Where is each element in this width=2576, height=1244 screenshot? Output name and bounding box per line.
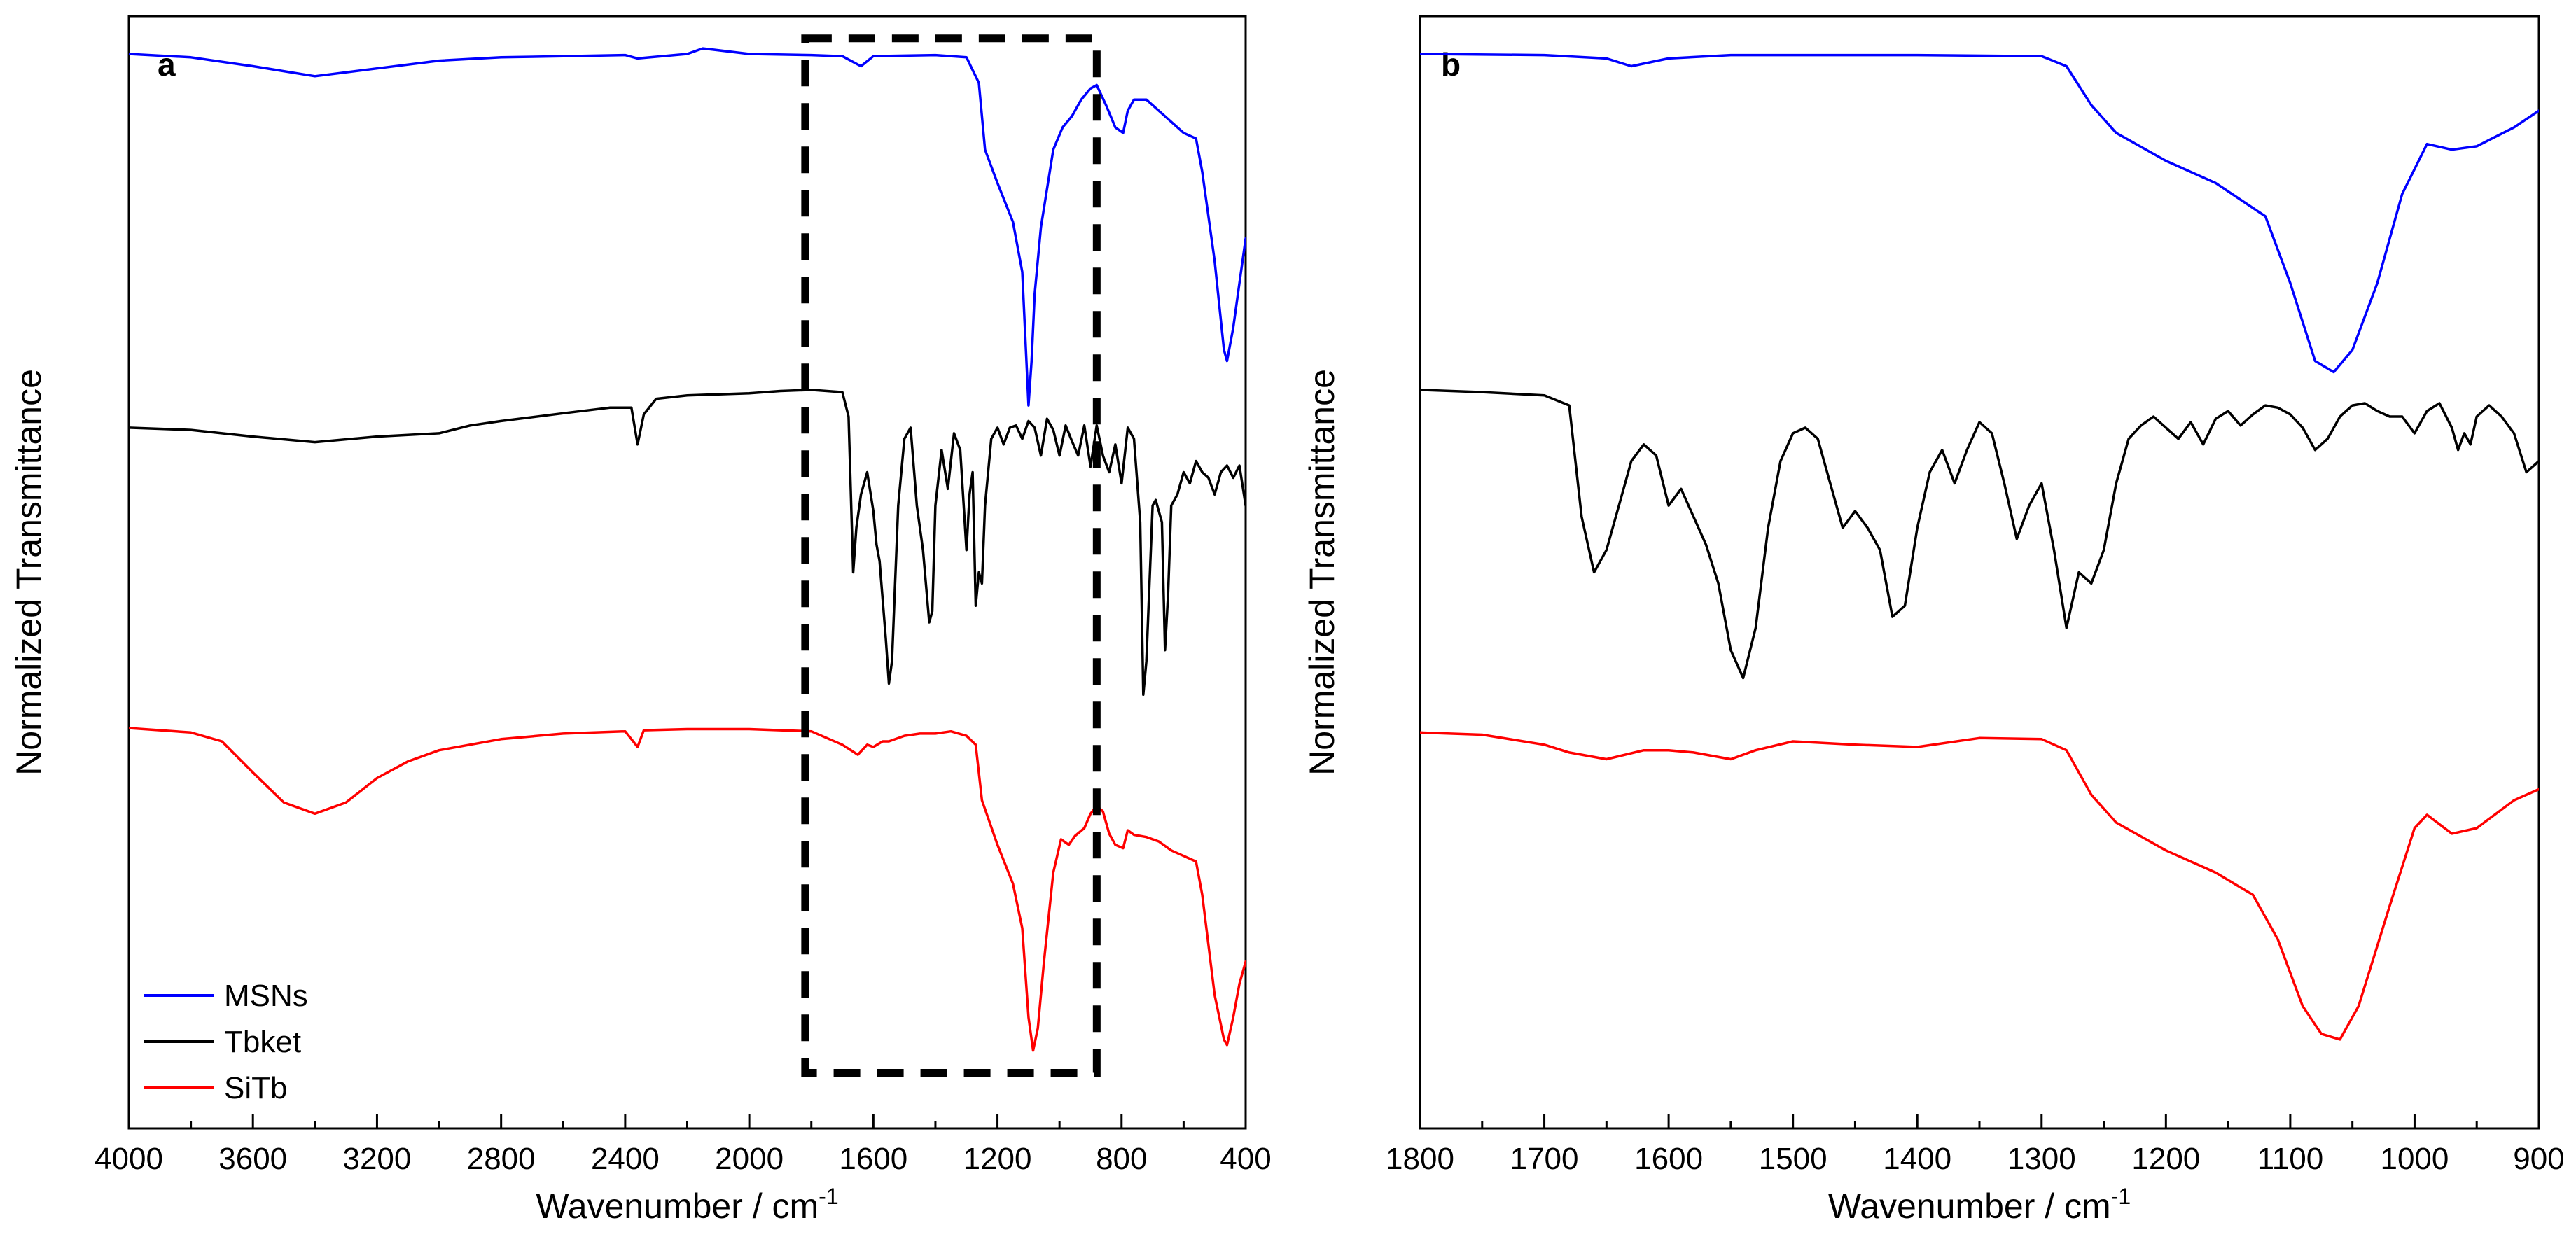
x-axis-title: Wavenumber / cm-1 [1828,1184,2131,1226]
series-line-sitb [1420,731,2539,1041]
legend-entry-msns: MSNs [224,979,308,1013]
series-line-tbket [1420,389,2539,680]
series-line-msns [129,47,1246,407]
x-tick-label: 800 [1096,1142,1147,1176]
series-group [1420,53,2539,1041]
plot-frame [127,15,1247,1130]
x-tick-label: 1200 [2131,1142,2200,1176]
x-tick-label: 2800 [467,1142,536,1176]
x-tick-label: 3600 [218,1142,287,1176]
x-tick-label: 2000 [715,1142,784,1176]
x-axis-title: Wavenumber / cm-1 [536,1184,838,1226]
x-tick-label: 400 [1220,1142,1271,1176]
x-tick-label: 1600 [839,1142,907,1176]
y-axis-title: Normalized Transmittance [9,369,48,776]
plot-frame [1419,15,2540,1130]
x-tick-label: 2400 [591,1142,660,1176]
series-line-tbket [129,389,1246,697]
x-tick-label: 1800 [1386,1142,1454,1176]
series-line-msns [1420,53,2539,374]
x-tick-label: 1500 [1759,1142,1827,1176]
x-tick-label: 3200 [342,1142,411,1176]
x-tick-label: 1700 [1510,1142,1579,1176]
y-axis-title: Normalized Transmittance [1302,369,1342,776]
series-group [129,47,1246,1052]
panel-label: b [1441,46,1461,83]
x-tick-label: 1400 [1883,1142,1951,1176]
x-tick-label: 4000 [95,1142,163,1176]
legend-entry-sitb: SiTb [224,1071,287,1105]
x-tick-label: 900 [2513,1142,2564,1176]
panel-b: 1800 1700 1600 1500 1400 1300 1200 1100 1000 900 W… [1302,15,2565,1226]
highlight-box [801,34,1101,1077]
legend-entry-tbket: Tbket [224,1025,301,1059]
legend: MSNs Tbket SiTb [144,979,308,1105]
x-tick-label: 1100 [2257,1142,2324,1176]
x-tick-label: 1000 [2380,1142,2449,1176]
series-line-sitb [129,727,1246,1052]
x-tick-label: 1600 [1634,1142,1703,1176]
x-tick-label: 1200 [963,1142,1032,1176]
x-tick-label: 1300 [2007,1142,2076,1176]
panel-label: a [158,46,176,83]
panel-a: 4000 3600 3200 2800 2400 2000 1600 1200 800 400 Wa… [9,15,1272,1226]
